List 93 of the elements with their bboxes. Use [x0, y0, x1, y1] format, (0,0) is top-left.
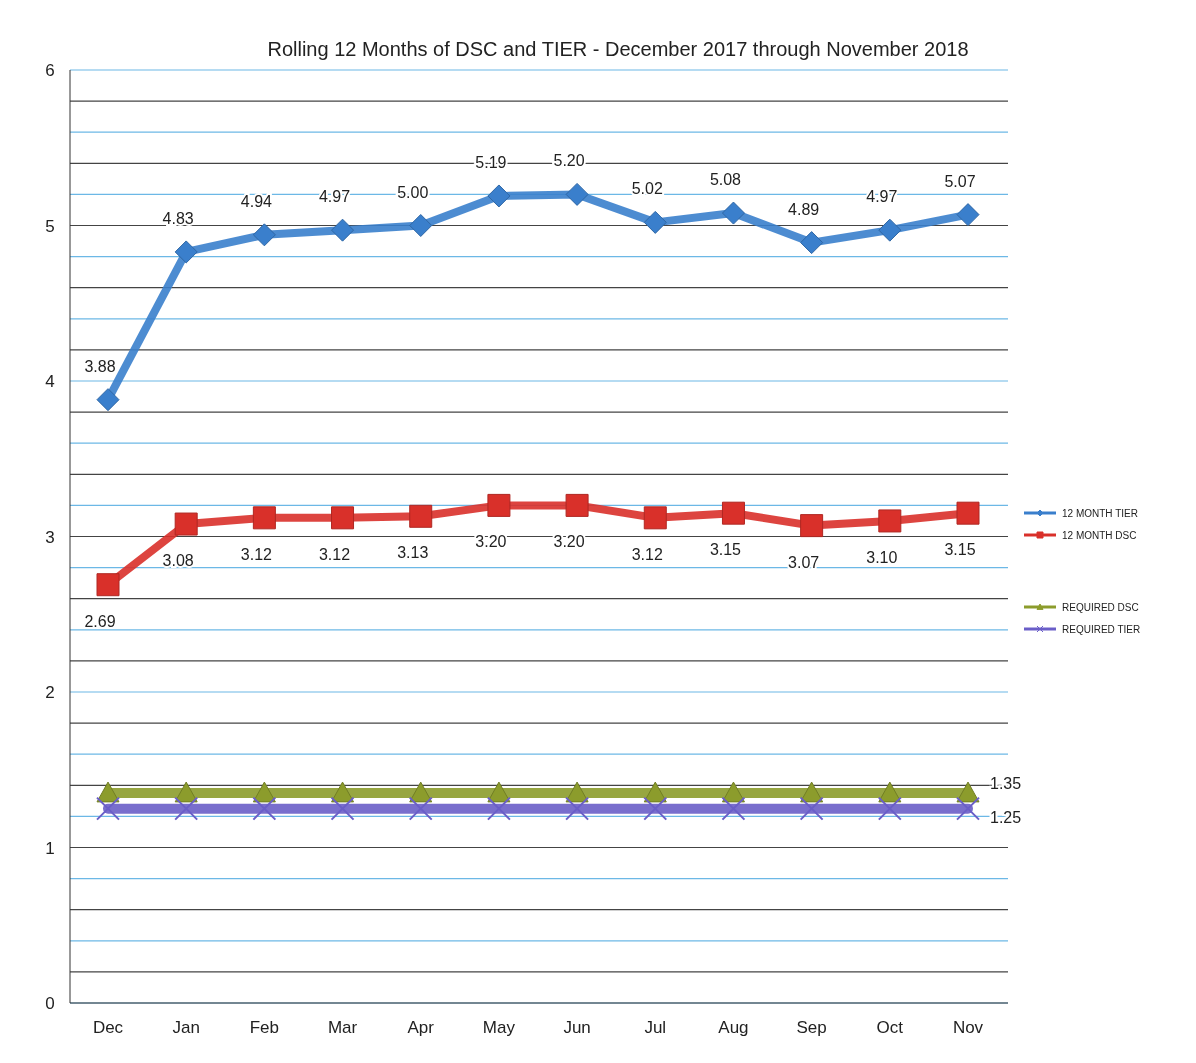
point — [96, 388, 120, 412]
point — [956, 501, 980, 525]
point — [486, 796, 511, 821]
point — [800, 231, 824, 255]
point — [331, 506, 355, 530]
data-label: 3.88 — [84, 357, 116, 375]
y-tick-label: 3 — [45, 527, 55, 547]
data-label: 3.15 — [944, 541, 976, 559]
data-label: 3.13 — [397, 544, 429, 562]
point — [878, 218, 902, 242]
legend-label: 12 MONTH TIER — [1062, 508, 1138, 519]
legend-label: REQUIRED DSC — [1062, 602, 1139, 613]
legend-label: 12 MONTH DSC — [1062, 530, 1137, 541]
point — [800, 514, 824, 538]
point — [487, 493, 511, 517]
point — [330, 796, 355, 821]
point — [878, 509, 902, 533]
point — [487, 184, 511, 208]
x-tick-label: Oct — [876, 1018, 904, 1037]
data-label: 5.08 — [709, 171, 742, 189]
x-tick-label: Feb — [249, 1018, 280, 1037]
point — [174, 781, 198, 803]
data-label: 3.12 — [240, 545, 273, 563]
x-tick-label: Sep — [796, 1018, 827, 1037]
point — [487, 781, 511, 803]
data-label: 3.12 — [631, 545, 663, 563]
point — [409, 214, 433, 237]
data-label: 4.94 — [240, 192, 273, 210]
data-label: 3.20 — [475, 533, 507, 551]
legend-label: REQUIRED TIER — [1062, 624, 1141, 635]
data-label: 3.12 — [318, 545, 351, 563]
point — [877, 796, 902, 821]
point — [878, 781, 902, 803]
y-tick-label: 5 — [45, 216, 55, 236]
point — [174, 240, 198, 264]
y-tick-label: 0 — [45, 994, 55, 1013]
point — [252, 781, 276, 803]
data-label: 3.07 — [788, 553, 820, 571]
point — [956, 796, 980, 821]
point — [252, 506, 276, 530]
point — [252, 223, 276, 247]
x-tick-label: Dec — [92, 1018, 124, 1037]
data-label: 1.35 — [990, 775, 1022, 793]
point — [643, 781, 667, 803]
point — [643, 210, 667, 234]
data-label: 5.07 — [944, 172, 976, 190]
point — [799, 796, 824, 821]
point — [565, 493, 589, 517]
point — [96, 573, 120, 597]
point — [408, 796, 433, 821]
x-tick-label: Mar — [327, 1018, 358, 1037]
x-tick-label: Nov — [952, 1018, 984, 1037]
point — [565, 796, 590, 821]
chart-title: Rolling 12 Months of DSC and TIER - December 2017 through November 2018 — [267, 38, 969, 60]
data-label: 4.83 — [162, 209, 194, 227]
data-label: 2.69 — [84, 612, 116, 630]
point — [331, 218, 355, 242]
point — [643, 506, 667, 530]
point — [721, 201, 745, 225]
x-tick-label: Jun — [563, 1018, 591, 1037]
y-tick-label: 4 — [45, 372, 55, 391]
y-tick-label: 2 — [45, 683, 55, 702]
point — [96, 796, 120, 821]
x-tick-label: May — [482, 1018, 516, 1037]
point — [174, 796, 199, 821]
point — [721, 781, 745, 803]
point — [409, 781, 433, 803]
data-label: 3.15 — [709, 541, 742, 559]
point — [643, 796, 668, 821]
data-label: 5.02 — [631, 180, 663, 198]
x-tick-label: Aug — [718, 1018, 749, 1037]
point — [174, 512, 198, 536]
data-label: 3.08 — [162, 552, 194, 570]
point — [331, 781, 355, 803]
point — [565, 781, 589, 803]
x-tick-label: Jul — [644, 1018, 667, 1037]
data-label: 1.25 — [990, 808, 1022, 826]
point — [721, 796, 746, 821]
x-tick-label: Jan — [172, 1018, 200, 1037]
x-tick-label: Apr — [407, 1018, 435, 1037]
y-tick-label: 6 — [45, 61, 55, 80]
point — [565, 182, 589, 206]
data-label: 4.89 — [788, 200, 820, 218]
point — [252, 796, 277, 821]
point — [409, 504, 433, 528]
point — [800, 781, 824, 803]
point — [721, 501, 745, 525]
data-label: 3.10 — [866, 548, 898, 566]
point — [956, 203, 980, 227]
y-tick-label: 1 — [45, 838, 55, 858]
point — [96, 781, 120, 803]
data-label: 3.20 — [553, 533, 585, 551]
point — [956, 781, 980, 803]
